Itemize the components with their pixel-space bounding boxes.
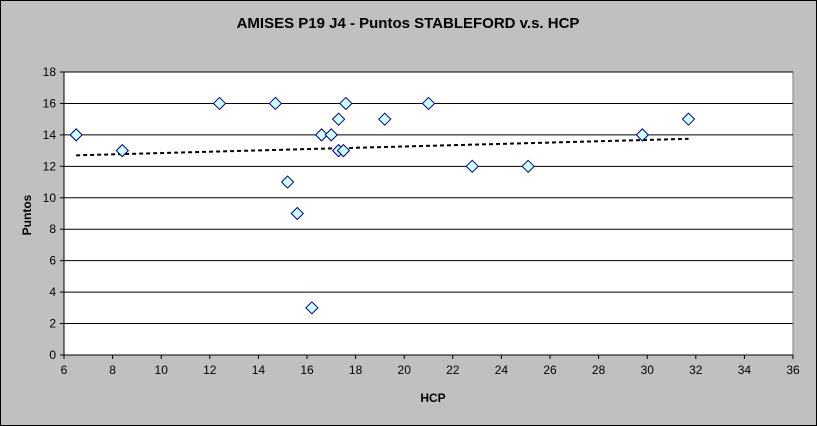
x-tick-label: 36 [786, 363, 800, 377]
data-point [336, 143, 351, 158]
data-point [635, 128, 650, 142]
data-point [115, 143, 130, 158]
x-tick-label: 28 [592, 363, 606, 377]
gridlines [64, 71, 793, 325]
data-point [324, 128, 339, 142]
y-tick-label: 10 [43, 191, 57, 205]
data-point [331, 112, 346, 126]
data-point [378, 112, 392, 126]
x-tick-label: 24 [495, 363, 509, 377]
x-tick-label: 16 [300, 363, 314, 377]
data-point [314, 128, 329, 142]
chart-title: AMISES P19 J4 - Puntos STABLEFORD v.s. H… [237, 15, 580, 32]
y-axis-title: Puntos [20, 194, 34, 235]
y-tick-label: 16 [43, 96, 57, 110]
x-tick-label: 12 [203, 363, 217, 377]
y-tick-label: 18 [43, 65, 57, 79]
x-tick-label: 26 [543, 363, 557, 377]
data-point [521, 159, 535, 174]
data-point [465, 159, 479, 174]
y-tick-label: 4 [49, 285, 56, 299]
axes [60, 71, 794, 359]
plot-area [63, 71, 794, 356]
y-tick-label: 14 [43, 128, 57, 142]
x-tick-label: 32 [689, 363, 703, 377]
data-point [290, 206, 304, 221]
x-tick-label: 18 [349, 363, 363, 377]
data-point [69, 128, 83, 142]
x-tick-label: 10 [155, 363, 169, 377]
data-point [268, 96, 283, 111]
data-point [280, 175, 295, 189]
data-point [212, 96, 227, 111]
data-point [339, 96, 353, 111]
x-tick-label: 20 [398, 363, 412, 377]
x-axis-title: HCP [420, 391, 445, 405]
x-tick-label: 8 [109, 363, 116, 377]
y-tick-label: 12 [43, 159, 57, 173]
x-tick-label: 22 [446, 363, 460, 377]
data-point [421, 96, 436, 111]
y-tick-label: 2 [49, 317, 56, 331]
x-tick-labels: 6 8 10 12 14 16 18 20 22 24 26 28 30 32 34 36 [61, 363, 800, 377]
x-tick-label: 14 [252, 363, 266, 377]
x-tick-label: 30 [641, 363, 655, 377]
y-tick-label: 6 [49, 254, 56, 268]
y-tick-label: 0 [49, 348, 56, 362]
data-point [305, 301, 319, 315]
data-points [69, 96, 696, 315]
x-tick-label: 34 [738, 363, 752, 377]
y-tick-labels: 0 2 4 6 8 10 12 14 16 18 [43, 65, 57, 362]
x-tick-label: 6 [61, 363, 68, 377]
y-tick-label: 8 [49, 222, 56, 236]
data-point [681, 112, 696, 126]
